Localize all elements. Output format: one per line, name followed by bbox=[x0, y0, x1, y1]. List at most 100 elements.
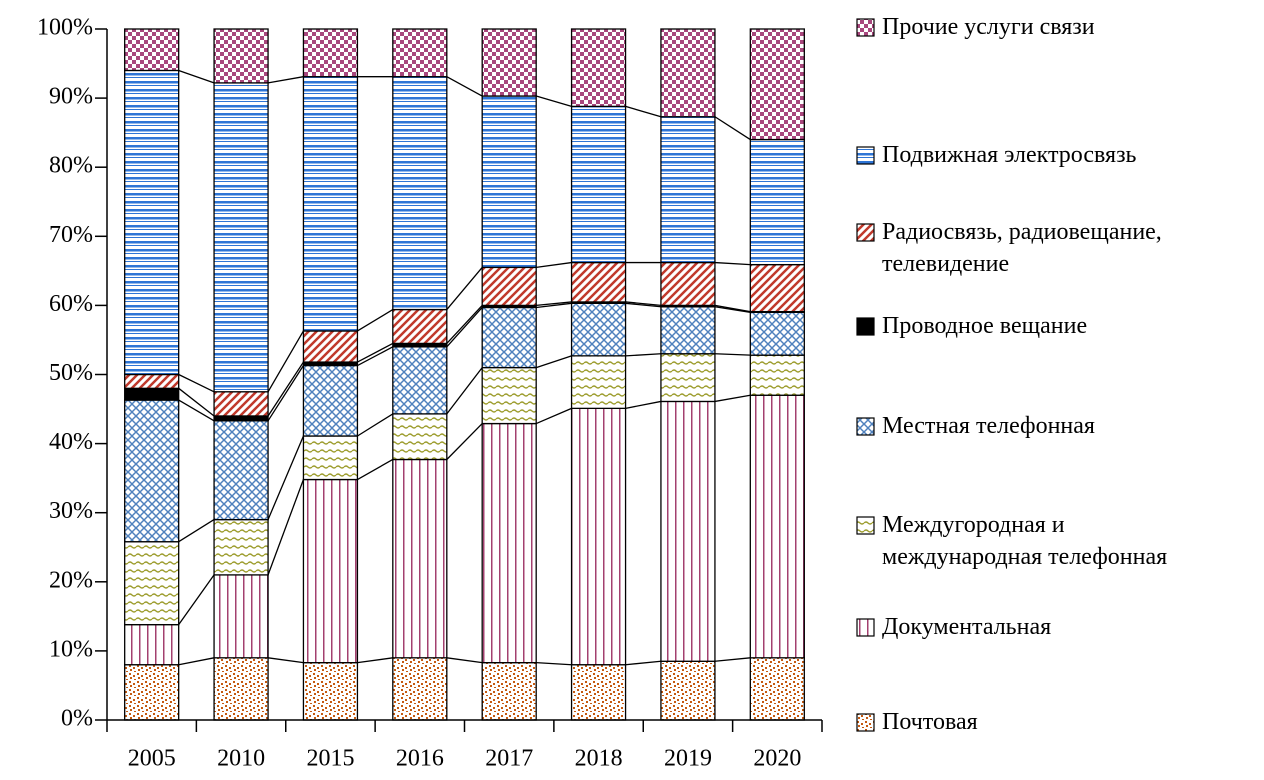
bar-segment bbox=[749, 263, 805, 313]
x-tick-label: 2018 bbox=[575, 746, 623, 772]
connector bbox=[714, 657, 751, 662]
bar-segment bbox=[213, 391, 269, 417]
bar-segment bbox=[570, 105, 627, 264]
connector bbox=[446, 266, 483, 310]
connector bbox=[714, 304, 751, 313]
bar-segment bbox=[213, 657, 269, 721]
bar-segment bbox=[124, 623, 180, 666]
connector bbox=[446, 367, 483, 415]
legend-swatch bbox=[856, 618, 875, 637]
y-tick-label: 10% bbox=[49, 636, 93, 662]
bar-segment bbox=[749, 354, 805, 396]
y-tick-label: 90% bbox=[49, 84, 93, 110]
connector bbox=[178, 399, 215, 422]
bar-segment bbox=[660, 353, 716, 403]
x-tick-label: 2017 bbox=[485, 746, 533, 772]
bar-segment bbox=[570, 407, 627, 666]
connector bbox=[267, 365, 304, 422]
bar-segment bbox=[481, 266, 537, 307]
legend-label: Документальная bbox=[882, 614, 1052, 640]
x-tick-label: 2015 bbox=[306, 746, 354, 772]
legend-swatch bbox=[856, 317, 875, 336]
legend-label: Проводное вещание bbox=[882, 313, 1088, 339]
x-tick-label: 2019 bbox=[664, 746, 712, 772]
bar-segment bbox=[481, 422, 537, 664]
connector bbox=[357, 346, 394, 367]
connector bbox=[536, 261, 572, 269]
bar-segment bbox=[570, 28, 627, 108]
bar-segment bbox=[392, 76, 448, 311]
bar-segment bbox=[302, 661, 359, 721]
y-tick-label: 30% bbox=[49, 498, 93, 524]
bar-segment bbox=[481, 306, 537, 369]
bar-segment bbox=[392, 657, 448, 721]
bar-segment bbox=[660, 28, 716, 118]
connector bbox=[446, 304, 483, 344]
x-tick-label: 2020 bbox=[753, 746, 801, 772]
connector bbox=[536, 302, 572, 309]
bar-segment bbox=[124, 69, 180, 376]
x-tick-label: 2010 bbox=[217, 746, 265, 772]
bar-segment bbox=[124, 28, 180, 72]
bar-segment bbox=[481, 661, 537, 721]
y-tick-label: 40% bbox=[49, 429, 93, 455]
legend-swatch bbox=[856, 146, 875, 165]
connector bbox=[267, 361, 304, 417]
connector bbox=[178, 519, 215, 543]
bar-segment bbox=[570, 664, 627, 721]
bar-segment bbox=[124, 541, 180, 626]
legend-label: Прочие услуги связи bbox=[882, 14, 1095, 40]
y-tick-label: 100% bbox=[37, 15, 93, 41]
connector bbox=[446, 657, 483, 664]
bar-segment bbox=[749, 138, 805, 266]
connector bbox=[625, 301, 662, 307]
bar-segment bbox=[660, 400, 716, 662]
bar-segment bbox=[213, 420, 269, 521]
y-tick-label: 20% bbox=[49, 567, 93, 593]
bar-segment bbox=[302, 76, 359, 332]
connector bbox=[178, 373, 215, 393]
bar-segment bbox=[302, 330, 359, 363]
bar-segment bbox=[124, 373, 180, 389]
connector bbox=[357, 458, 394, 481]
legend-label: Местная телефонная bbox=[882, 413, 1095, 439]
bar-segment bbox=[392, 308, 448, 345]
bar-segment bbox=[481, 366, 537, 425]
bar-segment bbox=[213, 82, 269, 393]
y-tick-label: 0% bbox=[61, 706, 93, 732]
connector bbox=[178, 69, 215, 84]
connector bbox=[714, 394, 751, 403]
connector bbox=[178, 387, 215, 417]
bar-segment bbox=[481, 28, 537, 97]
bar-segment bbox=[392, 28, 448, 78]
connector bbox=[357, 657, 393, 664]
bar-segment bbox=[124, 387, 180, 401]
bar-segment bbox=[749, 28, 805, 141]
connector bbox=[714, 353, 751, 356]
connector bbox=[625, 302, 662, 308]
bar-segment bbox=[124, 664, 180, 721]
bar-segment bbox=[302, 28, 359, 78]
legend-swatch bbox=[856, 18, 875, 37]
connector bbox=[267, 657, 304, 664]
legend-swatch bbox=[856, 516, 875, 535]
bar-segment bbox=[749, 394, 805, 659]
bar-segment bbox=[213, 518, 269, 576]
legend-swatch bbox=[856, 223, 875, 242]
bar-segment bbox=[481, 95, 537, 269]
connector bbox=[178, 657, 215, 666]
connector bbox=[178, 574, 215, 626]
bar-segment bbox=[749, 311, 805, 356]
legend-label: Почтовая bbox=[882, 709, 978, 735]
connector bbox=[535, 355, 572, 369]
connector bbox=[357, 308, 394, 332]
connector bbox=[267, 435, 305, 520]
connector bbox=[267, 76, 304, 84]
connector bbox=[714, 306, 751, 313]
bar-segment bbox=[660, 116, 716, 264]
legend-label: Подвижная электросвязь bbox=[882, 142, 1137, 168]
legend-label: Радиосвязь, радиовещание, телевидение bbox=[882, 219, 1162, 277]
connector bbox=[446, 76, 483, 97]
connector bbox=[536, 661, 572, 666]
